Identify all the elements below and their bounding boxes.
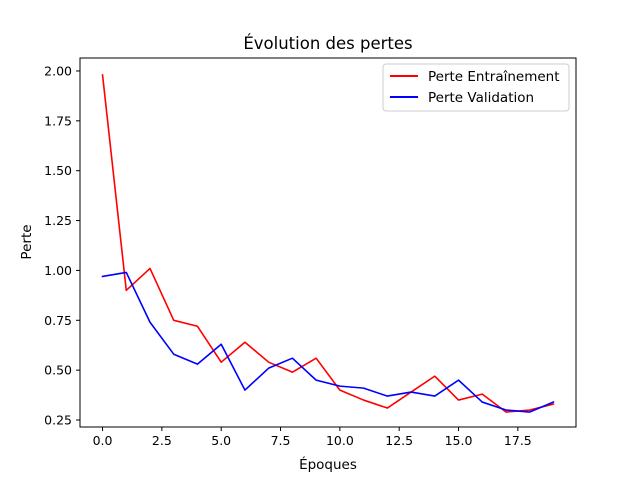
axes-frame [79, 57, 577, 428]
y-tick-label: 2.00 [44, 63, 72, 78]
y-axis-ticks: 0.25 0.50 0.75 1.00 1.25 1.50 1.75 2.00 [44, 63, 80, 428]
x-tick-label: 12.5 [385, 433, 413, 448]
plot-background [80, 58, 576, 427]
x-axis-label: Époques [299, 456, 357, 473]
x-tick-label: 7.5 [271, 433, 291, 448]
chart-title: Évolution des pertes [243, 34, 412, 53]
x-tick-label: 0.0 [93, 433, 113, 448]
series-layer [101, 74, 555, 413]
x-tick-label: 5.0 [211, 433, 231, 448]
legend-label-train: Perte Entraînement [428, 69, 560, 85]
legend: Perte Entraînement Perte Validation [382, 63, 570, 112]
y-tick-label: 1.25 [44, 213, 72, 228]
x-tick-label: 15.0 [445, 433, 473, 448]
series-line-validation [101, 271, 555, 413]
legend-box [382, 63, 570, 112]
y-tick-label: 1.75 [44, 113, 72, 128]
y-tick-label: 0.25 [44, 413, 72, 428]
y-tick-label: 0.75 [44, 313, 72, 328]
series-line-train [101, 74, 555, 413]
x-tick-label: 10.0 [326, 433, 354, 448]
y-tick-label: 0.50 [44, 363, 72, 378]
plot-area [79, 57, 577, 428]
x-tick-label: 2.5 [152, 433, 172, 448]
legend-label-validation: Perte Validation [428, 90, 534, 106]
y-axis-label: Perte [19, 224, 35, 259]
x-axis-ticks: 0.0 2.5 5.0 7.5 10.0 12.5 15.0 17.5 [93, 427, 532, 448]
y-tick-label: 1.00 [44, 263, 72, 278]
y-tick-label: 1.50 [44, 163, 72, 178]
x-tick-label: 17.5 [504, 433, 532, 448]
